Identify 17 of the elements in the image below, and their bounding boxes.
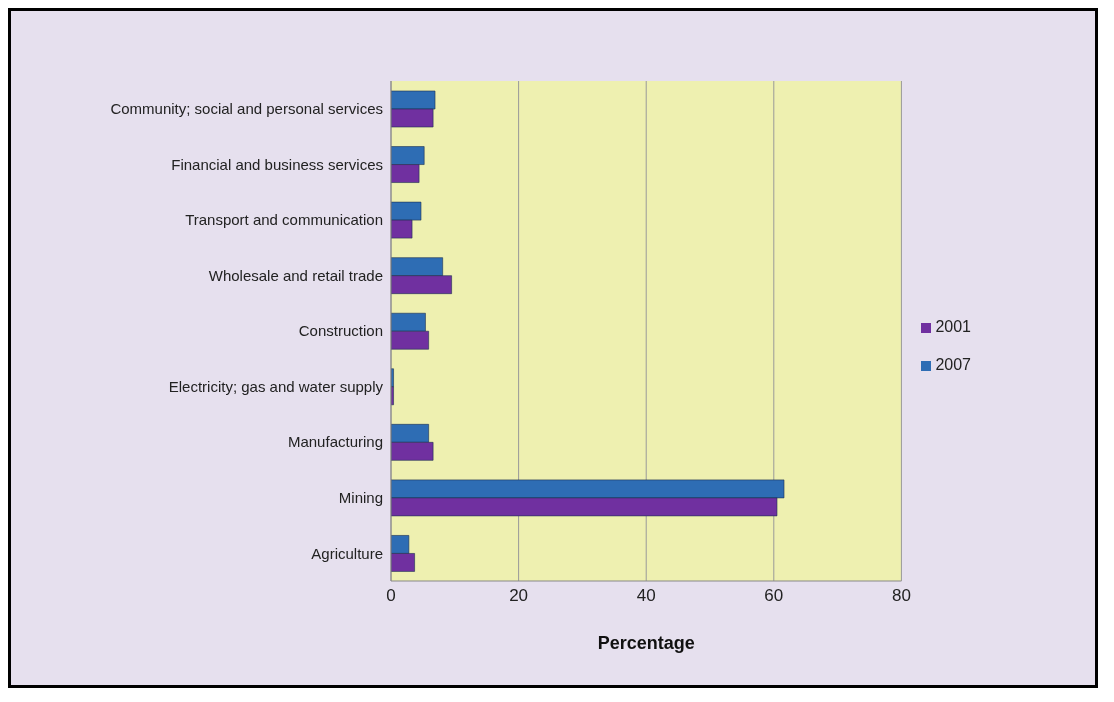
x-tick-label: 40 [636,586,656,606]
x-tick-label: 80 [891,586,911,606]
y-tick-label: Manufacturing [287,433,383,451]
y-tick-label: Electricity; gas and water supply [168,377,384,395]
x-tick-label: 60 [764,586,784,606]
x-axis-title: Percentage [597,633,695,653]
y-tick-label: Community; social and personal services [110,100,383,118]
y-tick-label: Mining [338,488,383,506]
legend-label: 2001 [935,318,971,335]
legend-label: 2007 [935,356,971,373]
y-tick-label: Transport and communication [185,211,383,229]
y-tick-label: Construction [298,322,383,340]
y-tick-label: Agriculture [311,544,383,562]
y-tick-label: Wholesale and retail trade [208,266,383,284]
y-tick-label: Financial and business services [171,155,383,173]
x-tick-label: 0 [386,586,396,606]
x-tick-label: 20 [509,586,529,606]
